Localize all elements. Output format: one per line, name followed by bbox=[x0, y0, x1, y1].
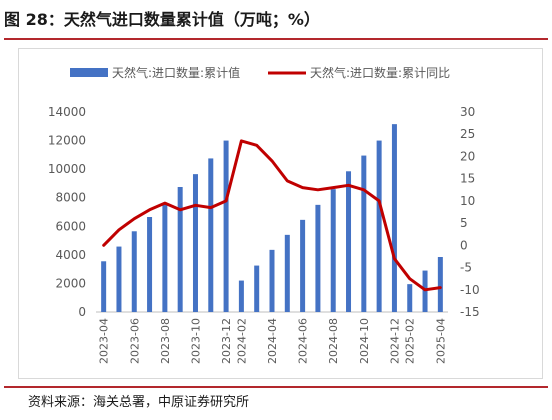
title-divider bbox=[4, 38, 548, 40]
y-left-tick-label: 14000 bbox=[48, 105, 86, 119]
y-left-tick-label: 8000 bbox=[55, 191, 86, 205]
legend: 天然气:进口数量:累计值 天然气:进口数量:累计同比 bbox=[70, 65, 450, 80]
bar bbox=[223, 140, 229, 312]
bar bbox=[407, 284, 413, 312]
x-tick-label: 2023-04 bbox=[98, 318, 111, 364]
bar bbox=[346, 171, 352, 312]
bar bbox=[254, 265, 260, 312]
y-left-tick-label: 4000 bbox=[55, 248, 86, 262]
y-right-tick-label: -5 bbox=[460, 261, 472, 275]
bar bbox=[315, 204, 321, 312]
y-right-tick-label: 30 bbox=[460, 105, 475, 119]
x-tick-label: 2024-02 bbox=[235, 318, 248, 364]
bar bbox=[131, 231, 137, 312]
y-right-tick-label: 20 bbox=[460, 149, 475, 163]
bar bbox=[300, 219, 306, 312]
y-left-tick-label: 6000 bbox=[55, 219, 86, 233]
y-left-tick-label: 10000 bbox=[48, 162, 86, 176]
x-tick-label: 2023-10 bbox=[189, 318, 202, 364]
bar bbox=[284, 234, 290, 312]
x-tick-label: 2024-08 bbox=[327, 318, 340, 364]
bar bbox=[361, 155, 367, 312]
x-tick-label: 2024-10 bbox=[358, 318, 371, 364]
source-divider bbox=[4, 386, 548, 388]
y-left-tick-label: 12000 bbox=[48, 134, 86, 148]
x-tick-label: 2025-02 bbox=[404, 318, 417, 364]
x-tick-label: 2024-12 bbox=[388, 318, 401, 364]
y-right-tick-label: 25 bbox=[460, 127, 475, 141]
axes-layer: 0 2000 4000 6000 8000 10000 12000 14000 -15 -10 -5… bbox=[48, 105, 480, 364]
bar bbox=[162, 202, 168, 312]
bar bbox=[208, 158, 214, 312]
y-right-tick-label: 0 bbox=[460, 238, 468, 252]
y-left-tick-label: 2000 bbox=[55, 276, 86, 290]
bar bbox=[269, 249, 275, 312]
x-tick-label: 2024-04 bbox=[266, 318, 279, 364]
bar bbox=[177, 187, 183, 312]
bar bbox=[330, 189, 336, 312]
bar bbox=[238, 280, 244, 312]
y-right-tick-label: 15 bbox=[460, 172, 475, 186]
line-layer bbox=[102, 139, 442, 292]
bar bbox=[192, 174, 198, 312]
legend-bar-label: 天然气:进口数量:累计值 bbox=[112, 65, 240, 80]
y-right-tick-label: 5 bbox=[460, 216, 468, 230]
x-tick-label: 2025-04 bbox=[434, 318, 447, 364]
y-left-tick-label: 0 bbox=[78, 305, 86, 319]
x-tick-label: 2023-08 bbox=[159, 318, 172, 364]
x-tick-label: 2023-12 bbox=[220, 318, 233, 364]
bar bbox=[437, 257, 443, 312]
y-right-tick-label: -15 bbox=[460, 305, 480, 319]
bar bbox=[391, 124, 397, 313]
legend-line-label: 天然气:进口数量:累计同比 bbox=[310, 65, 450, 80]
yoy-line bbox=[102, 139, 442, 292]
chart-title: 图 28：天然气进口数量累计值（万吨；%） bbox=[4, 10, 320, 29]
bars-layer bbox=[101, 124, 443, 313]
legend-bar-swatch bbox=[70, 68, 108, 77]
chart-frame bbox=[18, 48, 543, 379]
bar bbox=[147, 217, 153, 312]
x-tick-label: 2023-06 bbox=[128, 318, 141, 364]
bar bbox=[116, 246, 122, 312]
y-right-tick-label: 10 bbox=[460, 194, 475, 208]
y-right-tick-label: -10 bbox=[460, 283, 480, 297]
source-note: 资料来源：海关总署，中原证券研究所 bbox=[28, 395, 250, 410]
bar bbox=[376, 140, 382, 312]
bar bbox=[101, 261, 107, 312]
x-tick-label: 2024-06 bbox=[297, 318, 310, 364]
